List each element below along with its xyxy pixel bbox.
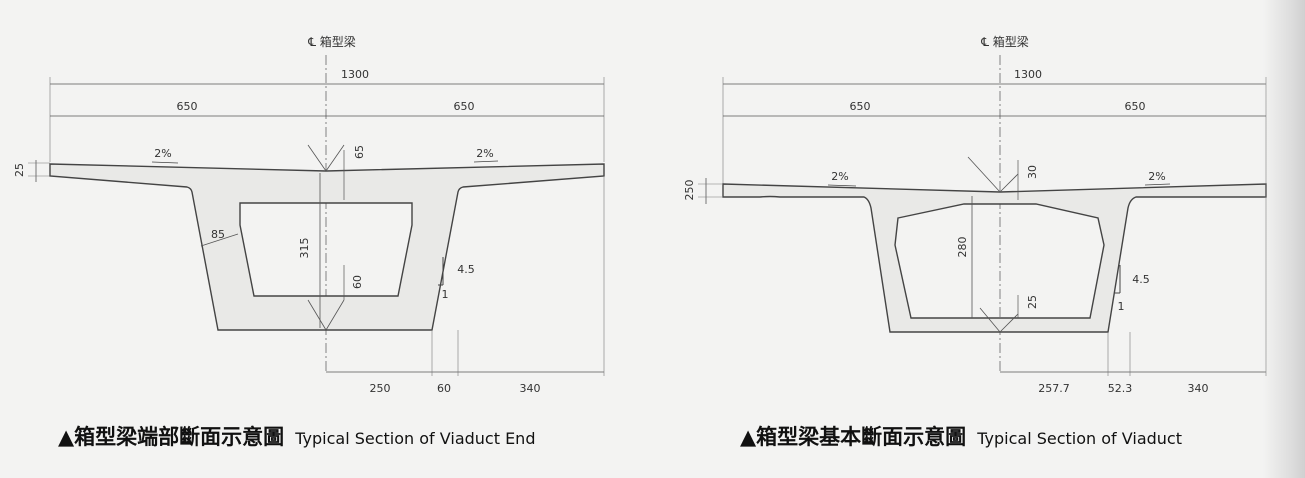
right-dim-total: 1300	[1014, 68, 1042, 81]
right-centerline-label: ℄ 箱型梁	[980, 34, 1029, 49]
left-section: ℄ 箱型梁 1300 650 650 25 2% 2% 65 85 315	[13, 34, 605, 449]
page-edge-shadow	[1263, 0, 1305, 478]
left-dim-web: 85	[211, 228, 225, 241]
left-dim-bottom-half: 250	[370, 382, 391, 395]
left-dim-total: 1300	[341, 68, 369, 81]
right-dim-top-slab: 30	[1026, 165, 1039, 179]
left-dim-deck: 25	[13, 163, 26, 177]
left-dim-height: 315	[298, 238, 311, 259]
left-caption-en: Typical Section of Viaduct End	[294, 429, 535, 448]
right-slope-run: 1	[1118, 300, 1125, 313]
right-slope-rise: 4.5	[1132, 273, 1150, 286]
left-girder-outline	[49, 163, 605, 331]
left-caption: ▲箱型梁端部斷面示意圖 Typical Section of Viaduct E…	[58, 425, 535, 449]
right-dim-bottom-slab: 25	[1026, 295, 1039, 309]
right-dim-bottom-half: 257.7	[1038, 382, 1070, 395]
right-slope-left: 2%	[831, 170, 848, 183]
right-caption-en: Typical Section of Viaduct	[976, 429, 1182, 448]
left-slope-left: 2%	[154, 147, 171, 160]
left-dim-web-base: 60	[437, 382, 451, 395]
right-dim-web-base: 52.3	[1108, 382, 1133, 395]
right-dim-height: 280	[956, 237, 969, 258]
left-caption-cjk: ▲箱型梁端部斷面示意圖	[58, 425, 284, 449]
right-dim-half-left: 650	[850, 100, 871, 113]
right-slope-right: 2%	[1148, 170, 1165, 183]
right-caption: ▲箱型梁基本斷面示意圖 Typical Section of Viaduct	[740, 425, 1182, 449]
left-dim-half-right: 650	[454, 100, 475, 113]
left-centerline-label: ℄ 箱型梁	[307, 34, 356, 49]
right-section: ℄ 箱型梁 1300 650 650 250 2% 2% 30 280	[683, 34, 1267, 449]
right-dim-half-right: 650	[1125, 100, 1146, 113]
left-slope-run: 1	[442, 288, 449, 301]
left-dim-bottom-slab: 60	[351, 275, 364, 289]
left-slope-right: 2%	[476, 147, 493, 160]
left-slope-rise: 4.5	[457, 263, 475, 276]
left-dim-cantilever: 340	[520, 382, 541, 395]
right-caption-cjk: ▲箱型梁基本斷面示意圖	[740, 425, 966, 449]
right-dim-cantilever: 340	[1188, 382, 1209, 395]
left-dim-top-slab: 65	[353, 145, 366, 159]
left-dim-half-left: 650	[177, 100, 198, 113]
right-girder-outline	[722, 183, 1267, 333]
right-dim-deck: 250	[683, 180, 696, 201]
